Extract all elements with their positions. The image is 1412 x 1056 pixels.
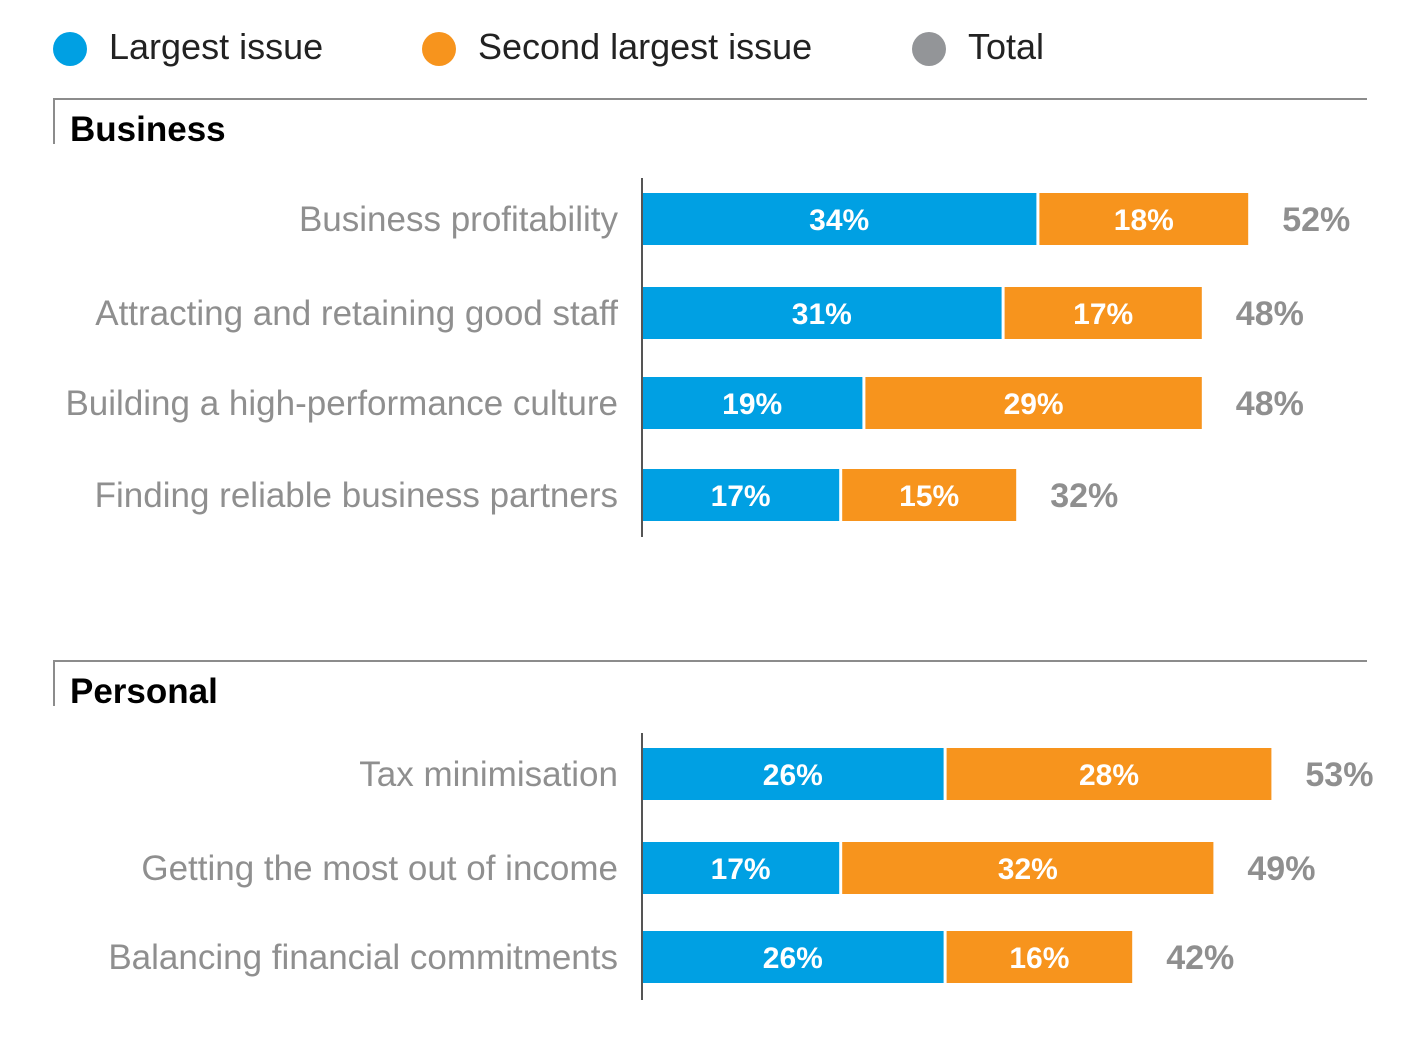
- bar-label-second-largest-issue: 17%: [1073, 298, 1133, 331]
- bar-label-second-largest-issue: 16%: [1009, 942, 1069, 975]
- total-label: 53%: [1305, 756, 1373, 794]
- section-title-personal: Personal: [70, 672, 218, 711]
- legend-label: Largest issue: [109, 26, 324, 67]
- bar-largest-issue: [642, 842, 840, 894]
- total-label: 49%: [1247, 850, 1315, 888]
- legend-label: Second largest issue: [478, 26, 813, 67]
- business-chart: Business profitability 34% 18% 52% Attractin…: [0, 175, 1412, 540]
- bar-largest-issue: [642, 748, 944, 800]
- category-label: Tax minimisation: [359, 755, 618, 794]
- bar-label-second-largest-issue: 18%: [1114, 204, 1174, 237]
- total-label: 52%: [1282, 201, 1350, 239]
- category-label: Attracting and retaining good staff: [95, 294, 618, 333]
- category-label: Getting the most out of income: [141, 849, 618, 888]
- bar-label-largest-issue: 17%: [711, 480, 771, 513]
- business-bar-chart: Business profitability 34% 18% 52% Attractin…: [65, 178, 1350, 537]
- total-label: 32%: [1050, 477, 1118, 515]
- bar-label-largest-issue: 31%: [792, 298, 852, 331]
- total-label: 48%: [1236, 295, 1304, 333]
- bar-second-largest-issue: [1039, 193, 1249, 245]
- legend: Largest issue Second largest issue Total: [0, 0, 1412, 95]
- bar-label-largest-issue: 26%: [763, 759, 823, 792]
- bar-largest-issue: [642, 377, 863, 429]
- legend-label: Total: [968, 26, 1045, 67]
- bar-largest-issue: [642, 931, 944, 983]
- grey-dot-icon: [912, 32, 946, 66]
- section-divider-business: [53, 98, 1367, 144]
- category-label: Building a high-performance culture: [65, 384, 618, 423]
- bar-label-second-largest-issue: 32%: [998, 853, 1058, 886]
- total-label: 42%: [1166, 939, 1234, 977]
- personal-chart: Tax minimisation 26% 28% 53% Getting the mos…: [0, 730, 1412, 1002]
- category-label: Finding reliable business partners: [95, 476, 618, 515]
- category-label: Balancing financial commitments: [108, 938, 618, 977]
- bar-largest-issue: [642, 469, 840, 521]
- bar-label-second-largest-issue: 29%: [1004, 388, 1064, 421]
- bar-second-largest-issue: [842, 469, 1017, 521]
- category-label: Business profitability: [299, 200, 619, 239]
- bar-second-largest-issue: [865, 377, 1202, 429]
- bar-label-largest-issue: 17%: [711, 853, 771, 886]
- bar-label-largest-issue: 34%: [809, 204, 869, 237]
- bar-second-largest-issue: [946, 931, 1133, 983]
- orange-dot-icon: [422, 32, 456, 66]
- bar-largest-issue: [642, 287, 1002, 339]
- bar-label-largest-issue: 19%: [722, 388, 782, 421]
- section-title-business: Business: [70, 110, 226, 149]
- bar-label-second-largest-issue: 15%: [899, 480, 959, 513]
- bar-second-largest-issue: [946, 748, 1272, 800]
- bar-label-largest-issue: 26%: [763, 942, 823, 975]
- bar-second-largest-issue: [1004, 287, 1202, 339]
- bar-largest-issue: [642, 193, 1037, 245]
- personal-bar-chart: Tax minimisation 26% 28% 53% Getting the mos…: [108, 733, 1373, 1000]
- total-label: 48%: [1236, 385, 1304, 423]
- blue-dot-icon: [53, 32, 87, 66]
- bar-second-largest-issue: [842, 842, 1214, 894]
- section-divider-personal: [53, 660, 1367, 706]
- bar-label-second-largest-issue: 28%: [1079, 759, 1139, 792]
